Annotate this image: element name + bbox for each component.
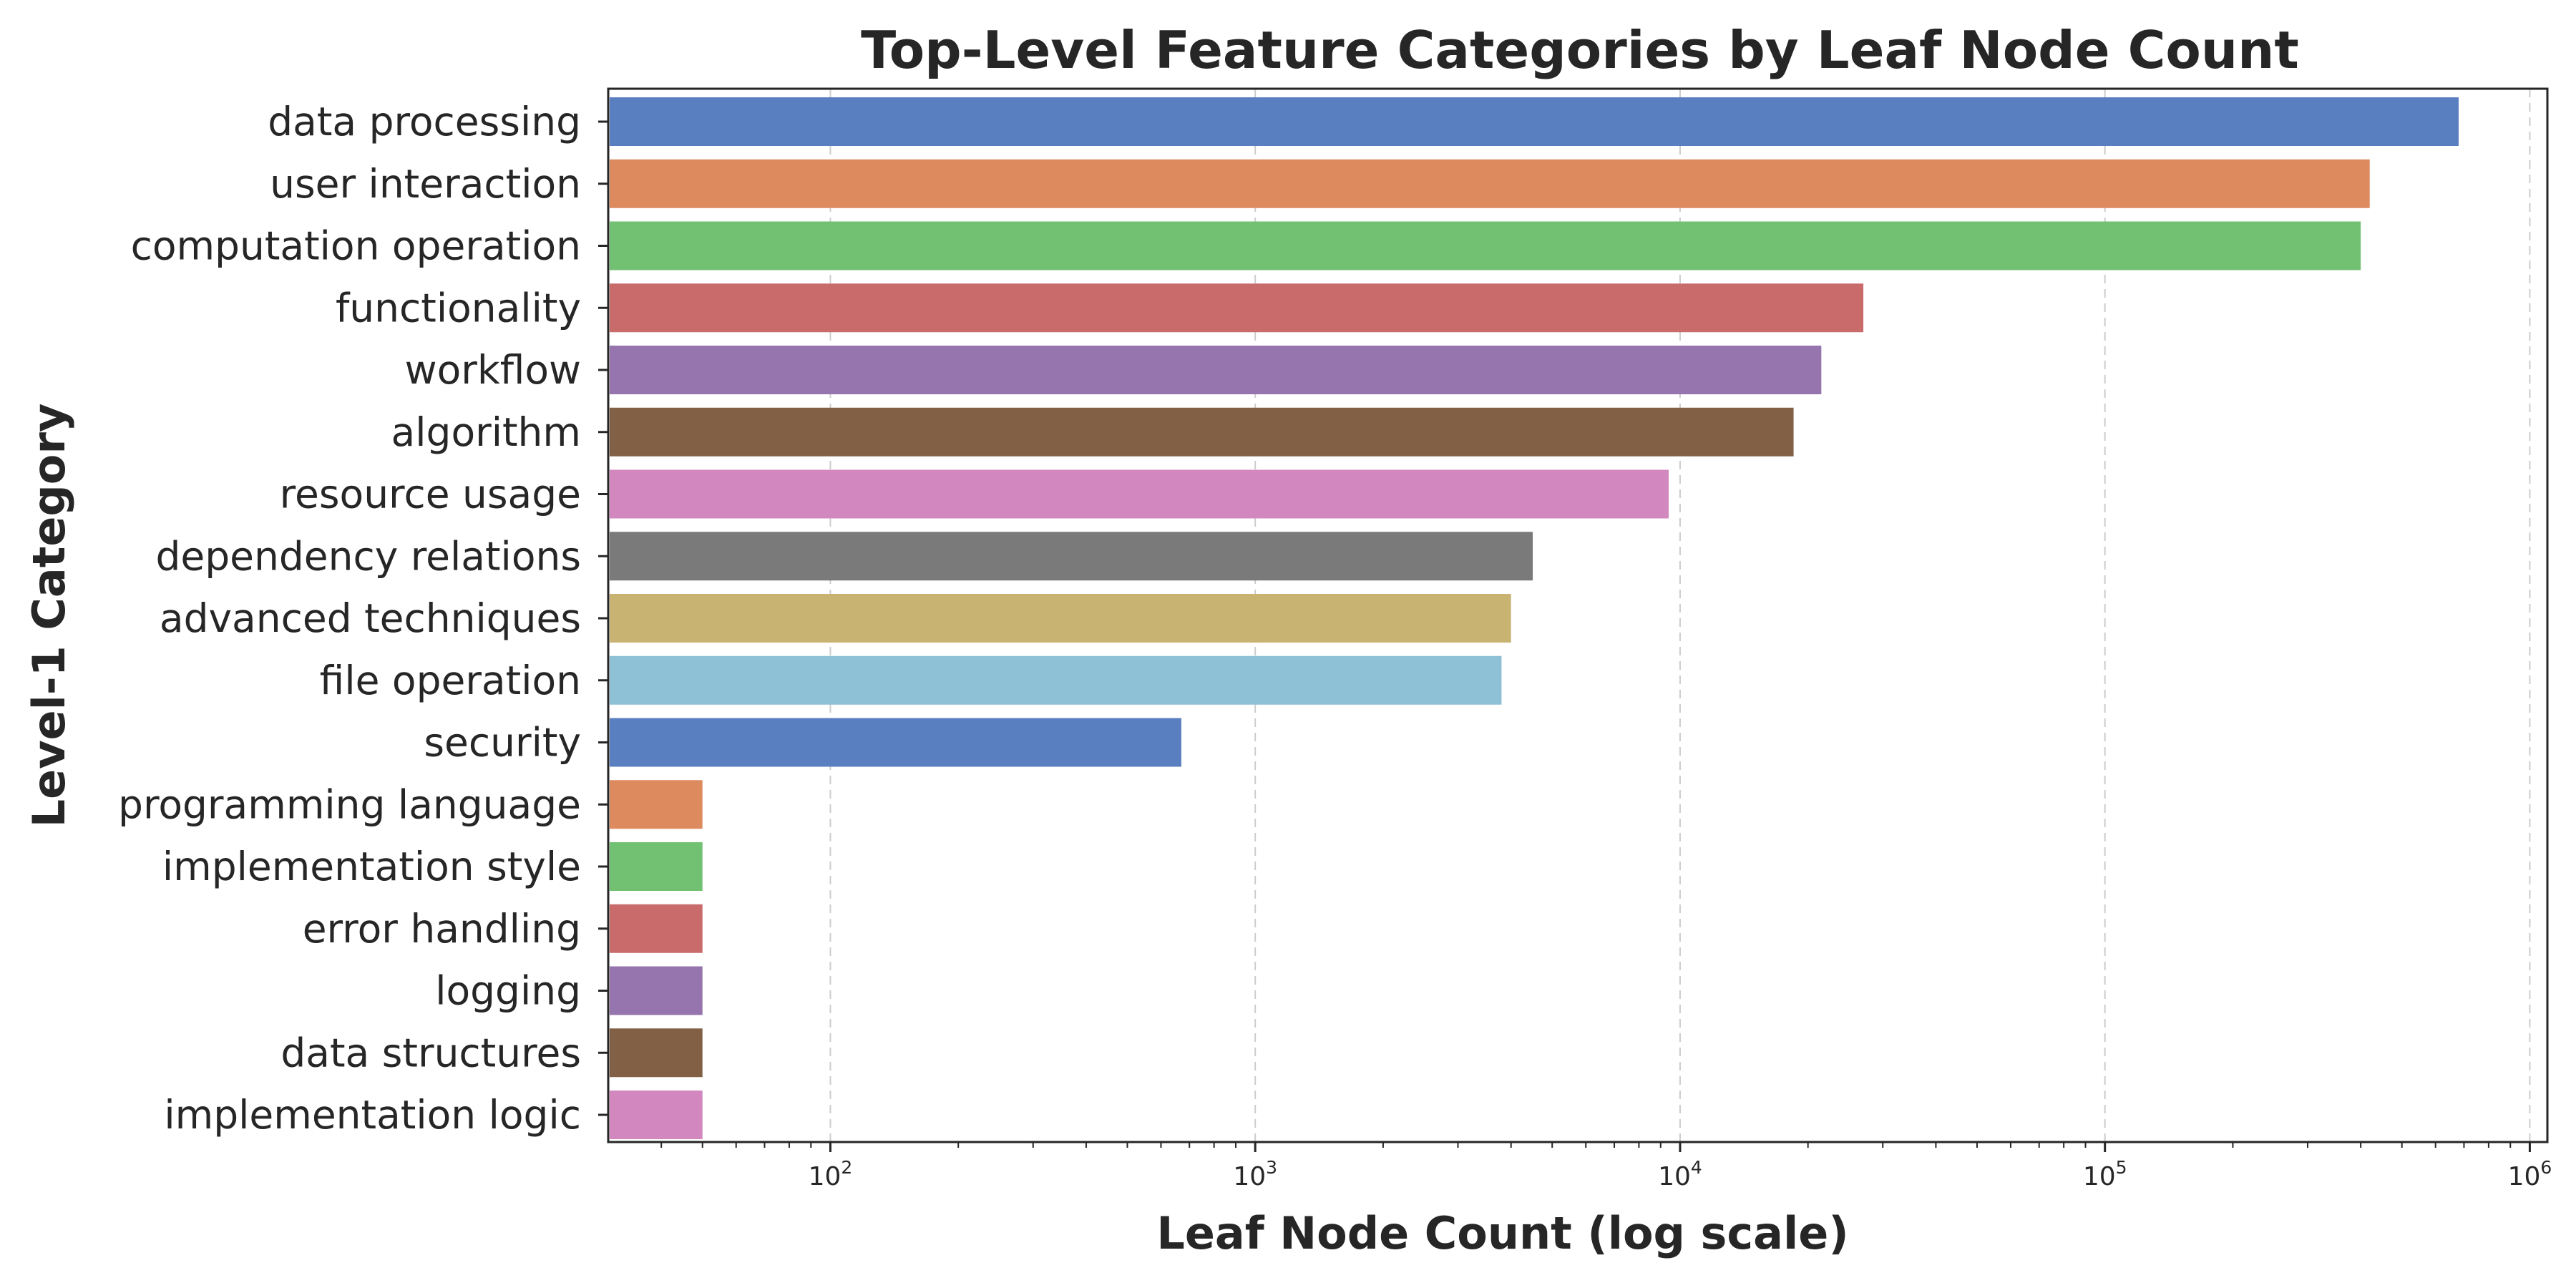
bar-programming-language (610, 780, 703, 829)
bar-data-structures (610, 1028, 703, 1078)
bar-error-handling (610, 904, 703, 953)
category-label: security (424, 720, 581, 766)
category-labels: data processing user interaction computati… (118, 99, 581, 1138)
bar-computation-operation (610, 221, 2361, 270)
category-label: workflow (405, 347, 581, 393)
bar-algorithm (610, 407, 1794, 457)
bars (610, 97, 2459, 1139)
bar-file-operation (610, 655, 1502, 705)
bar-security (610, 718, 1181, 767)
category-label: data structures (280, 1030, 581, 1075)
category-label: implementation style (162, 844, 581, 889)
x-tick-label: 104 (1658, 1157, 1702, 1191)
bar-implementation-style (610, 842, 703, 891)
chart-title: Top-Level Feature Categories by Leaf Nod… (861, 20, 2299, 80)
x-tick-label: 103 (1233, 1157, 1277, 1191)
category-label: data processing (268, 99, 581, 145)
x-tick-label: 102 (809, 1157, 853, 1191)
category-label: error handling (303, 906, 581, 952)
bar-logging (610, 966, 703, 1015)
category-label: functionality (336, 285, 581, 331)
category-label: computation operation (131, 223, 581, 269)
bar-dependency-relations (610, 532, 1533, 581)
plot-frame (607, 87, 2549, 1143)
bar-advanced-techniques (610, 594, 1511, 643)
bar-user-interaction (610, 159, 2370, 208)
category-label: logging (435, 968, 581, 1014)
x-tick-label: 106 (2508, 1157, 2552, 1191)
x-axis-label: Leaf Node Count (log scale) (1156, 1207, 1848, 1259)
bar-data-processing (610, 97, 2459, 146)
x-tick-label: 105 (2083, 1157, 2127, 1191)
bar-functionality (610, 283, 1864, 333)
category-label: user interaction (270, 161, 581, 207)
bar-resource-usage (610, 469, 1669, 519)
category-label: dependency relations (156, 533, 581, 579)
category-label: programming language (118, 781, 581, 827)
category-label: implementation logic (164, 1092, 581, 1138)
bar-workflow (610, 346, 1822, 394)
bar-implementation-logic (610, 1091, 703, 1139)
category-label: file operation (320, 658, 581, 703)
y-axis-label: Level-1 Category (23, 404, 75, 828)
category-label: algorithm (391, 409, 581, 455)
category-label: advanced techniques (160, 595, 581, 641)
category-label: resource usage (280, 472, 581, 517)
